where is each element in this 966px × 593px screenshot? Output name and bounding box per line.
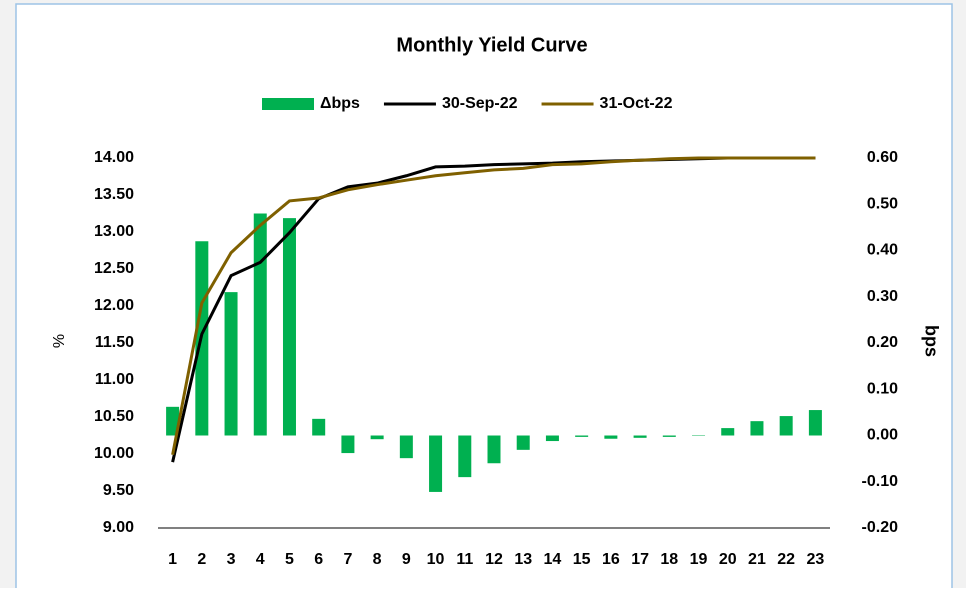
x-tick-label: 3 <box>227 551 236 568</box>
bar <box>488 436 501 464</box>
bar <box>400 436 413 459</box>
y2-tick-label: -0.20 <box>862 519 899 536</box>
x-tick-label: 18 <box>660 551 678 568</box>
y-tick-label: 11.00 <box>95 371 134 388</box>
y-tick-label: 11.50 <box>95 334 134 351</box>
y-tick-label: 12.00 <box>94 297 134 314</box>
y2-tick-label: 0.40 <box>867 242 898 259</box>
bar <box>341 436 354 454</box>
x-tick-label: 5 <box>285 551 294 568</box>
y-tick-label: 9.00 <box>103 519 134 536</box>
legend-label: 30-Sep-22 <box>442 95 518 112</box>
x-tick-label: 19 <box>690 551 708 568</box>
y2-tick-label: -0.10 <box>862 473 899 490</box>
x-tick-label: 10 <box>427 551 445 568</box>
x-tick-label: 1 <box>168 551 177 568</box>
x-tick-label: 12 <box>485 551 503 568</box>
bar <box>634 436 647 438</box>
bar <box>371 436 384 440</box>
bar <box>663 436 676 437</box>
y2-tick-label: 0.00 <box>867 427 898 444</box>
bar <box>429 436 442 492</box>
chart-title: Monthly Yield Curve <box>396 34 587 56</box>
bar <box>750 421 763 435</box>
bar <box>225 292 238 435</box>
y2-axis-label: bps <box>921 325 941 357</box>
y2-tick-label: 0.60 <box>867 149 898 166</box>
y2-tick-label: 0.20 <box>867 334 898 351</box>
x-tick-label: 22 <box>777 551 795 568</box>
x-tick-label: 21 <box>748 551 766 568</box>
y2-tick-label: 0.30 <box>867 288 898 305</box>
bar <box>809 410 822 435</box>
y-tick-label: 13.00 <box>94 223 134 240</box>
x-tick-label: 20 <box>719 551 737 568</box>
x-tick-label: 7 <box>343 551 352 568</box>
legend-label: Δbps <box>320 95 360 112</box>
x-tick-label: 23 <box>806 551 824 568</box>
y-tick-label: 9.50 <box>103 482 134 499</box>
y2-tick-label: 0.10 <box>867 380 898 397</box>
bar <box>312 419 325 436</box>
y2-tick-label: 0.50 <box>867 195 898 212</box>
x-tick-label: 9 <box>402 551 411 568</box>
y-tick-label: 12.50 <box>94 260 134 277</box>
x-tick-label: 15 <box>573 551 591 568</box>
bar <box>546 436 559 442</box>
bar <box>780 416 793 435</box>
y-tick-label: 14.00 <box>94 149 134 166</box>
y-tick-label: 13.50 <box>94 186 134 203</box>
bar <box>283 218 296 435</box>
y-tick-label: 10.00 <box>94 445 134 462</box>
bar <box>254 214 267 436</box>
x-tick-label: 16 <box>602 551 620 568</box>
x-tick-label: 11 <box>456 551 473 568</box>
y-axis-label: % <box>51 334 68 348</box>
x-tick-label: 6 <box>314 551 323 568</box>
x-tick-label: 14 <box>544 551 562 568</box>
chart-area <box>16 4 952 588</box>
bar <box>575 436 588 437</box>
bar <box>517 436 530 450</box>
legend-label: 31-Oct-22 <box>600 95 673 112</box>
x-tick-label: 8 <box>373 551 382 568</box>
bar <box>604 436 617 439</box>
x-tick-label: 13 <box>514 551 532 568</box>
x-tick-label: 17 <box>631 551 649 568</box>
x-tick-label: 2 <box>197 551 206 568</box>
bar <box>458 436 471 478</box>
legend-swatch <box>262 98 314 110</box>
bar <box>721 428 734 435</box>
x-tick-label: 4 <box>256 551 265 568</box>
y-tick-label: 10.50 <box>94 408 134 425</box>
